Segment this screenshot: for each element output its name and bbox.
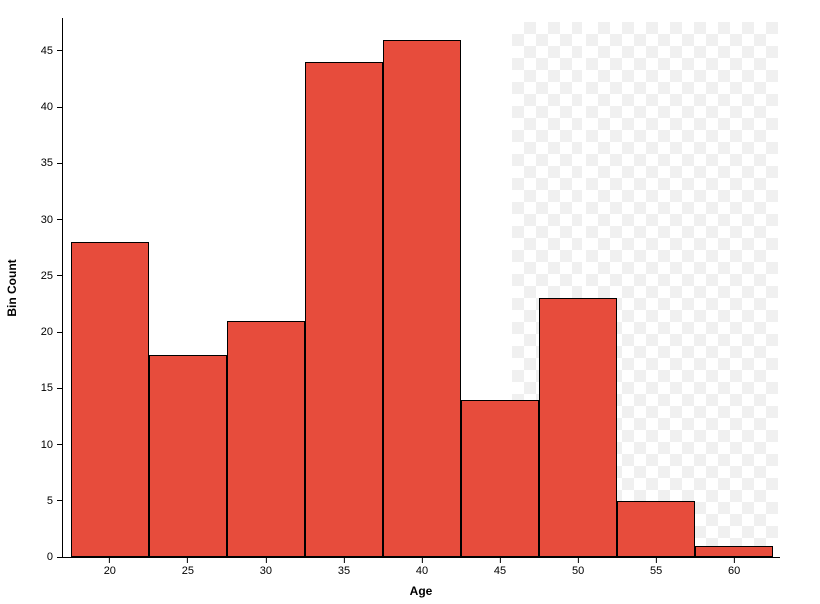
x-tick-mark [187,557,188,563]
y-tick-label: 40 [41,101,53,113]
y-tick-mark [57,557,63,558]
y-tick-label: 45 [41,45,53,57]
x-tick: 45 [494,557,506,577]
y-tick-mark [57,219,63,220]
histogram-bar [539,298,617,557]
y-tick-label: 25 [41,270,53,282]
x-tick-label: 55 [650,565,662,577]
x-tick-mark [265,557,266,563]
y-tick: 45 [41,45,63,57]
x-tick-mark [656,557,657,563]
y-tick-mark [57,107,63,108]
y-tick-mark [57,332,63,333]
x-tick: 30 [260,557,272,577]
y-tick-label: 0 [47,551,53,563]
histogram-chart: 051015202530354045 202530354045505560 Bi… [0,0,820,604]
x-tick-label: 50 [572,565,584,577]
y-tick: 20 [41,326,63,338]
y-tick-mark [57,163,63,164]
y-tick-mark [57,388,63,389]
x-tick-label: 30 [260,565,272,577]
x-tick: 50 [572,557,584,577]
y-axis-label: Bin Count [5,259,19,316]
x-tick-mark [422,557,423,563]
y-tick-mark [57,444,63,445]
y-tick: 30 [41,214,63,226]
y-tick-label: 5 [47,495,53,507]
x-tick-mark [109,557,110,563]
y-tick: 25 [41,270,63,282]
x-tick-mark [500,557,501,563]
x-tick-label: 45 [494,565,506,577]
y-tick: 0 [47,551,63,563]
x-tick-mark [734,557,735,563]
x-tick-mark [578,557,579,563]
y-tick: 5 [47,495,63,507]
x-tick: 20 [104,557,116,577]
x-tick-label: 20 [104,565,116,577]
histogram-bar [305,62,383,557]
y-tick: 40 [41,101,63,113]
x-axis-label: Age [410,584,433,598]
y-tick-mark [57,500,63,501]
y-tick: 10 [41,439,63,451]
x-tick-label: 60 [728,565,740,577]
x-tick: 40 [416,557,428,577]
y-tick-mark [57,275,63,276]
y-tick-label: 35 [41,157,53,169]
histogram-bar [617,501,695,557]
y-tick: 35 [41,157,63,169]
y-tick-label: 10 [41,439,53,451]
x-tick: 25 [182,557,194,577]
x-tick-mark [343,557,344,563]
histogram-bar [149,355,227,558]
x-tick: 35 [338,557,350,577]
y-tick-label: 15 [41,382,53,394]
histogram-bar [383,40,461,558]
y-tick-mark [57,50,63,51]
y-tick: 15 [41,382,63,394]
x-tick-label: 40 [416,565,428,577]
y-tick-label: 30 [41,214,53,226]
plot-area: 051015202530354045 202530354045505560 [62,18,780,558]
histogram-bar [695,546,773,557]
histogram-bar [71,242,149,557]
x-tick: 55 [650,557,662,577]
x-tick-label: 35 [338,565,350,577]
histogram-bar [227,321,305,557]
x-tick-label: 25 [182,565,194,577]
x-tick: 60 [728,557,740,577]
y-tick-label: 20 [41,326,53,338]
histogram-bar [461,400,539,558]
